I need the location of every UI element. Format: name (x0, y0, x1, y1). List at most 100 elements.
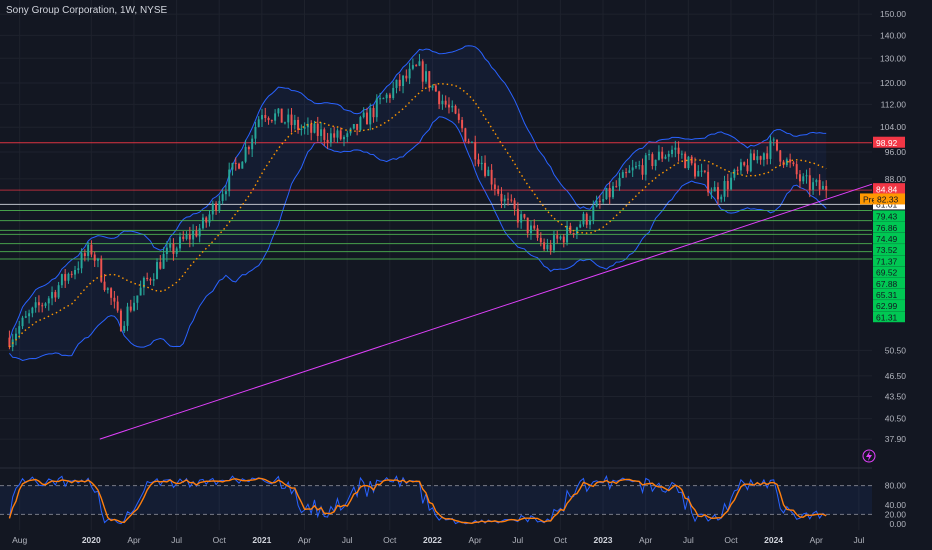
time-tick-label: Apr (810, 535, 823, 545)
candle (533, 219, 536, 231)
candle-body (224, 191, 227, 195)
candle-body (457, 113, 460, 120)
candle (156, 258, 159, 280)
candle (746, 158, 749, 174)
candle (116, 295, 119, 313)
candle (572, 232, 575, 238)
pre-price-badge: 82.33 (877, 195, 899, 205)
candle (57, 281, 60, 299)
candle (87, 241, 90, 262)
candle-body (18, 326, 21, 334)
candle (431, 84, 434, 91)
candle (631, 159, 634, 177)
candle-body (136, 295, 139, 303)
candle-body (57, 285, 60, 298)
candle-body (247, 147, 250, 150)
candle (110, 287, 113, 306)
candle (106, 287, 109, 294)
candle (825, 180, 828, 199)
candle (621, 169, 624, 179)
pre-label-badge: Pre (863, 195, 877, 205)
time-tick-label: Jul (683, 535, 694, 545)
candle-body (480, 162, 483, 165)
candle-body (28, 313, 31, 317)
candle (31, 306, 34, 318)
candle (447, 97, 450, 114)
candle-body (733, 169, 736, 178)
candle (323, 127, 326, 147)
candle-body (261, 115, 263, 120)
candle-body (359, 117, 362, 130)
candle-body (172, 243, 175, 254)
price-tick-label: 104.00 (880, 122, 906, 132)
candle-body (451, 105, 454, 108)
candle-body (195, 230, 198, 237)
candle-body (444, 100, 447, 105)
time-tick-label: Oct (554, 535, 568, 545)
candle (408, 62, 411, 85)
candle-body (526, 217, 529, 234)
candle (769, 135, 772, 165)
candle (720, 194, 723, 203)
candle-body (756, 156, 759, 161)
candle-body (549, 244, 552, 251)
candle (188, 226, 191, 248)
candle-body (215, 203, 218, 211)
candle (677, 141, 680, 162)
time-tick-label: Jul (853, 535, 864, 545)
candle (484, 155, 487, 178)
price-tick-label: 130.00 (880, 53, 906, 63)
osc-band (0, 485, 872, 515)
candle-body (572, 232, 575, 235)
price-tick-label: 120.00 (880, 78, 906, 88)
price-axis[interactable]: 150.00 140.00 130.00 120.00 112.00 104.00 96.0… (873, 9, 906, 529)
candle-body (569, 225, 572, 233)
candle (592, 200, 595, 225)
level-badge (873, 221, 905, 233)
price-tick-label: 88.00 (885, 174, 907, 184)
candle (359, 115, 362, 132)
candle-body (169, 243, 172, 248)
time-tick-label: 2024 (764, 535, 783, 545)
candle (70, 271, 73, 278)
candle (126, 302, 129, 332)
candle (261, 108, 263, 128)
candle (343, 135, 345, 147)
candle-body (523, 214, 526, 218)
candle (654, 159, 657, 171)
candle-body (100, 258, 103, 282)
candle (716, 182, 719, 206)
candle (477, 153, 480, 167)
candle-body (585, 213, 588, 225)
candle-body (638, 165, 641, 167)
candle (638, 160, 641, 170)
candle (241, 161, 244, 169)
candle (28, 309, 31, 324)
candle (602, 191, 605, 204)
candle (461, 116, 464, 133)
candle (428, 70, 431, 92)
candle (493, 177, 496, 196)
candle (520, 210, 523, 229)
candle (736, 166, 739, 174)
candle-body (723, 180, 726, 197)
candle (64, 268, 67, 288)
lightning-icon[interactable] (862, 449, 876, 463)
candle (251, 135, 254, 158)
candle-body (411, 65, 414, 69)
candle-body (113, 297, 116, 302)
candle (274, 109, 277, 125)
candle (80, 248, 83, 274)
candle (559, 235, 562, 241)
time-tick-label: Apr (298, 535, 311, 545)
candle-body (575, 227, 578, 235)
candle (733, 168, 736, 181)
candle (352, 123, 355, 130)
candle-body (165, 247, 168, 255)
candle-body (628, 170, 631, 173)
price-tick-label: 40.50 (885, 414, 907, 424)
candle-body (516, 208, 519, 223)
candle (529, 220, 532, 240)
time-axis[interactable]: Aug 2020 Apr Jul Oct 2021 Apr Jul Oct 2022 Apr Jul O… (12, 535, 864, 545)
